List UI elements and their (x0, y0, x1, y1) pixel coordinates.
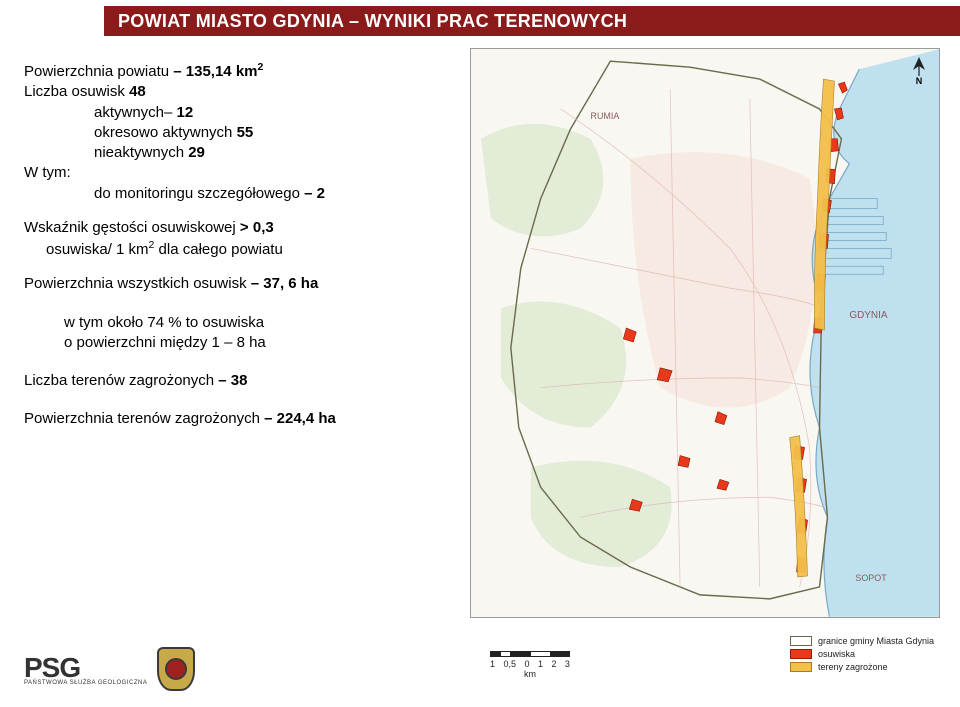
legend-swatch (790, 649, 812, 659)
periodic-line: okresowo aktywnych 55 (24, 123, 454, 143)
scale-tick-label: 0 (524, 659, 529, 669)
scale-tick-label: 1 (538, 659, 543, 669)
legend-box: granice gminy Miasta Gdynia osuwiska teren… (790, 636, 938, 675)
hazard-count-line: Liczba terenów zagrożonych – 38 (24, 371, 454, 391)
hazard-count-value: 38 (231, 372, 248, 389)
all-area-sep: – (251, 275, 264, 292)
scale-tick-label: 1 (490, 659, 495, 669)
landslide-count-line: Liczba osuwisk 48 (24, 82, 454, 102)
hazard-area-sep: – (264, 410, 277, 427)
all-area-value: 37, 6 ha (263, 275, 318, 292)
legend-row: osuwiska (790, 649, 938, 659)
scale-segment (530, 651, 550, 657)
area-value: 135,14 (186, 63, 232, 80)
stats-panel: Powierzchnia powiatu – 135,14 km2 Liczba… (24, 60, 454, 430)
scale-ticks (490, 647, 570, 657)
legend-swatch (790, 636, 812, 646)
hazard-area-line: Powierzchnia terenów zagrożonych – 224,4… (24, 409, 454, 429)
scale-segment (490, 651, 500, 657)
psg-logo-subtitle: PAŃSTWOWA SŁUŻBA GEOLOGICZNA (24, 680, 147, 686)
pct-line2: o powierzchni między 1 – 8 ha (64, 333, 454, 353)
legend-label: tereny zagrożone (818, 662, 888, 672)
inactive-line: nieaktywnych 29 (24, 143, 454, 163)
label-rumia: RUMIA (590, 111, 619, 121)
scale-bar: 10,50123 km (490, 647, 570, 679)
periodic-value: 55 (237, 124, 254, 141)
label-sopot: SOPOT (855, 573, 887, 583)
area-label: Powierzchnia powiatu (24, 63, 169, 80)
legend-swatch (790, 662, 812, 672)
scale-unit: km (490, 669, 570, 679)
scale-tick-label: 0,5 (503, 659, 516, 669)
legend-label: granice gminy Miasta Gdynia (818, 636, 934, 646)
monitoring-label: do monitoringu szczegółowego (94, 185, 300, 202)
map-svg: RUMIA GDYNIA SOPOT (471, 49, 939, 617)
hazard-area-value: 224,4 ha (277, 410, 336, 427)
area-line: Powierzchnia powiatu – 135,14 km2 (24, 60, 454, 82)
monitoring-sep: – (304, 185, 317, 202)
monitoring-line: do monitoringu szczegółowego – 2 (24, 184, 454, 204)
scale-segment (550, 651, 570, 657)
pct-line1: w tym około 74 % to osuwiska (64, 313, 454, 333)
legend-row: tereny zagrożone (790, 662, 938, 672)
pct-block: w tym około 74 % to osuwiska o powierzch… (24, 313, 454, 354)
label-gdynia: GDYNIA (849, 310, 887, 321)
scale-segment (500, 651, 510, 657)
all-area-block: Powierzchnia wszystkich osuwisk – 37, 6 … (24, 274, 454, 294)
hazard-count-label: Liczba terenów zagrożonych (24, 372, 214, 389)
scale-tick-label: 2 (551, 659, 556, 669)
hazard-count-block: Liczba terenów zagrożonych – 38 (24, 371, 454, 391)
map-container: RUMIA GDYNIA SOPOT (470, 48, 940, 618)
all-area-label: Powierzchnia wszystkich osuwisk (24, 275, 247, 292)
legend-row: granice gminy Miasta Gdynia (790, 636, 938, 646)
landslide-count-value: 48 (129, 83, 146, 100)
all-area-line: Powierzchnia wszystkich osuwisk – 37, 6 … (24, 274, 454, 294)
wtym-line: W tym: (24, 163, 454, 183)
landslide-count-label: Liczba osuwisk (24, 83, 125, 100)
density-label: Wskaźnik gęstości osuwiskowej (24, 219, 236, 236)
shield-inner-icon (165, 658, 187, 680)
scale-labels: 10,50123 (490, 659, 570, 669)
density-value: > 0,3 (240, 219, 274, 236)
area-unit: km2 (236, 63, 264, 80)
periodic-label: okresowo aktywnych (94, 124, 232, 141)
density-block: Wskaźnik gęstości osuwiskowej > 0,3 osuw… (24, 218, 454, 261)
scale-segment (510, 651, 530, 657)
hazard-count-sep: – (218, 372, 231, 389)
urban-group (630, 152, 816, 408)
active-line: aktywnych– 12 (24, 103, 454, 123)
density-sub: osuwiska/ 1 km2 dla całego powiatu (24, 238, 454, 260)
inactive-value: 29 (188, 144, 205, 161)
active-label: aktywnych– (94, 104, 172, 121)
inactive-label: nieaktywnych (94, 144, 184, 161)
monitoring-value: 2 (317, 185, 325, 202)
legend-label: osuwiska (818, 649, 855, 659)
page-title: POWIAT MIASTO GDYNIA – WYNIKI PRAC TEREN… (118, 11, 627, 32)
title-bar: POWIAT MIASTO GDYNIA – WYNIKI PRAC TEREN… (104, 6, 960, 36)
north-arrow: N (908, 56, 930, 86)
hazard-area-block: Powierzchnia terenów zagrożonych – 224,4… (24, 409, 454, 429)
active-value: 12 (177, 104, 194, 121)
scale-tick-label: 3 (565, 659, 570, 669)
wtym-label: W tym: (24, 164, 71, 181)
area-dash: – (173, 63, 186, 80)
shield-icon (157, 647, 195, 691)
density-line: Wskaźnik gęstości osuwiskowej > 0,3 (24, 218, 454, 238)
logo-row: PSG PAŃSTWOWA SŁUŻBA GEOLOGICZNA (24, 647, 195, 691)
psg-logo-block: PSG PAŃSTWOWA SŁUŻBA GEOLOGICZNA (24, 652, 147, 686)
hazard-area-label: Powierzchnia terenów zagrożonych (24, 410, 260, 427)
north-label: N (916, 76, 923, 86)
